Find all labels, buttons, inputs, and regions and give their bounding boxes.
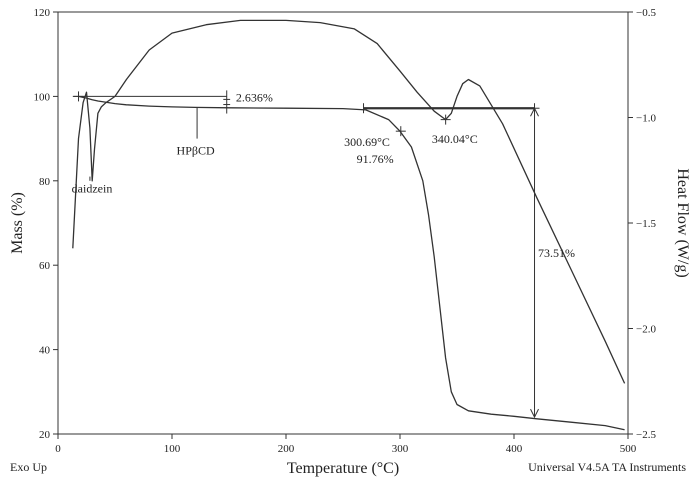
y-right-tick-label: −1.0 xyxy=(636,113,656,125)
mass-loss-2-label: 73.51% xyxy=(538,246,575,260)
x-tick-label: 200 xyxy=(278,443,295,455)
x-tick-label: 400 xyxy=(506,443,523,455)
y-left-tick-label: 40 xyxy=(39,345,51,357)
y-right-tick-label: −0.5 xyxy=(636,7,656,19)
y-right-tick-label: −2.0 xyxy=(636,324,656,336)
daidzein-label: daidzein xyxy=(72,182,113,196)
x-tick-label: 0 xyxy=(55,443,61,455)
y-left-axis-ticks: 20 40 60 80 100 120 xyxy=(34,7,58,441)
footer-right: Universal V4.5A TA Instruments xyxy=(528,460,686,474)
y-left-tick-label: 100 xyxy=(34,91,51,103)
series-group xyxy=(72,19,626,431)
y-left-tick-label: 80 xyxy=(39,176,51,188)
mass-loss-2-arrow-head-bottom xyxy=(530,408,539,419)
hpbcd-label: HPβCD xyxy=(177,144,215,158)
y-right-tick-label: −2.5 xyxy=(636,429,656,441)
x-axis-label: Temperature (°C) xyxy=(287,460,399,477)
y-left-tick-label: 60 xyxy=(39,260,51,272)
heat-flow-line xyxy=(72,19,626,384)
onset-mass-label: 91.76% xyxy=(357,152,394,166)
y-right-tick-label: −1.5 xyxy=(636,218,656,230)
y-left-axis-label: Mass (%) xyxy=(9,192,26,254)
x-axis-ticks: 0 100 200 300 400 500 xyxy=(55,434,637,455)
x-tick-label: 100 xyxy=(164,443,181,455)
plot-frame xyxy=(57,11,629,435)
footer-left: Exo Up xyxy=(10,460,47,474)
y-right-axis-label: Heat Flow (W/g) xyxy=(674,168,689,277)
onset-temp-label: 300.69°C xyxy=(344,135,390,149)
y-left-tick-label: 20 xyxy=(39,429,51,441)
y-right-axis-ticks: −2.5 −2.0 −1.5 −1.0 −0.5 xyxy=(628,7,656,441)
mass-loss-2-arrow-head-top xyxy=(530,107,539,117)
x-tick-label: 300 xyxy=(392,443,409,455)
dsc-peak-label: 340.04°C xyxy=(432,132,478,146)
annotation-group: 2.636% 73.51% 300.69°C 91.76% 340.04°C daidze… xyxy=(72,90,575,419)
mass-loss-1-label: 2.636% xyxy=(236,90,273,104)
x-tick-label: 500 xyxy=(620,443,637,455)
y-left-tick-label: 120 xyxy=(34,7,51,19)
